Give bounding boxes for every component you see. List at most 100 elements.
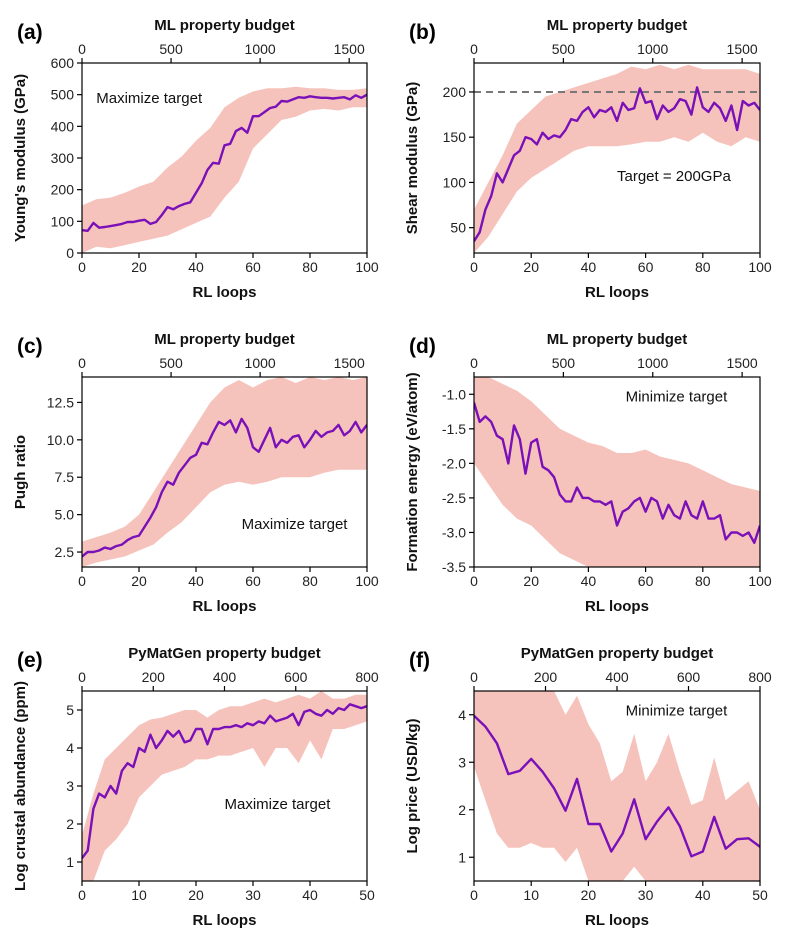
x-tick-label: 20 [523,573,539,589]
top-tick-label: 600 [677,669,701,685]
top-axis-title: ML property budget [547,331,688,348]
x-tick-label: 30 [638,887,654,903]
y-tick-label: 200 [51,182,75,198]
mean-line [82,703,367,859]
x-axis-title: RL loops [585,284,649,301]
y-tick-label: 400 [51,118,75,134]
y-tick-label: 0 [66,245,74,261]
y-tick-label: 10.0 [47,432,74,448]
confidence-band [474,377,760,567]
top-tick-label: 200 [142,669,166,685]
y-tick-label: 2 [458,802,466,818]
plot-frame [81,376,368,568]
y-tick-label: 500 [51,87,75,103]
x-tick-label: 0 [470,573,478,589]
y-tick-label: 100 [51,213,75,229]
x-tick-label: 20 [188,887,204,903]
confidence-band [82,691,367,881]
mean-line [474,714,760,858]
top-tick-label: 1500 [334,355,365,371]
top-tick-label: 500 [159,355,183,371]
top-tick-label: 400 [605,669,629,685]
x-tick-label: 0 [78,573,86,589]
x-tick-label: 40 [581,573,597,589]
x-tick-label: 30 [245,887,261,903]
x-tick-label: 0 [470,259,478,275]
top-tick-label: 500 [552,41,576,57]
top-tick-label: 0 [470,41,478,57]
y-tick-label: 4 [458,707,466,723]
y-axis-title: Young's modulus (GPa) [12,74,29,242]
top-axis-title: PyMatGen property budget [521,645,714,662]
y-axis-title: Pugh ratio [12,435,29,509]
top-tick-label: 1500 [334,41,365,57]
y-tick-label: 5.0 [55,507,75,523]
chart-panel-c: 0 20 40 60 80 1000 500 1000 15002.55.07.510.012.… [12,331,379,615]
x-tick-label: 50 [752,887,768,903]
x-tick-label: 100 [748,259,772,275]
mean-line [474,402,760,544]
mean-line [82,93,367,232]
top-tick-label: 800 [748,669,772,685]
y-tick-label: -3.5 [442,559,466,575]
top-axis-title: ML property budget [154,17,295,34]
x-tick-label: 60 [245,259,261,275]
x-axis-title: RL loops [585,598,649,615]
annotation-text: Maximize target [225,796,332,813]
panel-label: (e) [17,649,43,672]
confidence-band [474,691,760,881]
y-tick-label: -3.0 [442,524,466,540]
x-tick-label: 80 [695,259,711,275]
x-tick-label: 60 [638,259,654,275]
annotation-text: Minimize target [626,703,729,720]
x-tick-label: 40 [302,887,318,903]
x-tick-label: 40 [188,259,204,275]
y-tick-label: 5 [66,702,74,718]
top-tick-label: 1000 [245,355,276,371]
top-axis-title: PyMatGen property budget [128,645,321,662]
chart-panel-e: 0 10 20 30 40 50 0 200 400 600 800 1 2 3 4 5 RL loops PyM… [12,645,379,929]
confidence-band [82,86,367,253]
x-axis-title: RL loops [193,598,257,615]
annotation-text: Maximize target [96,90,203,107]
annotation-text: Maximize target [242,516,349,533]
panel-label: (f) [409,649,430,672]
y-tick-label: 2 [66,816,74,832]
x-tick-label: 40 [581,259,597,275]
mean-line [82,417,367,558]
y-tick-label: 3 [66,778,74,794]
top-tick-label: 0 [78,669,86,685]
y-tick-label: 50 [450,220,466,236]
x-axis-title: RL loops [585,912,649,929]
top-tick-label: 0 [470,355,478,371]
annotation-text: Minimize target [626,389,729,406]
x-tick-label: 20 [131,259,147,275]
x-tick-label: 50 [359,887,375,903]
y-tick-label: 1 [66,854,74,870]
panel-label: (c) [17,335,43,358]
x-axis-title: RL loops [193,284,257,301]
x-axis-title: RL loops [193,912,257,929]
y-tick-label: 7.5 [55,469,75,485]
top-tick-label: 0 [78,355,86,371]
plot-frame [473,62,761,254]
panel-label: (b) [409,21,436,44]
y-tick-label: 1 [458,849,466,865]
x-tick-label: 0 [470,887,478,903]
chart-panel-d: 0 20 40 60 80 1000 500 1000 1500-1.0-1.5-2.0-2.5… [404,331,772,615]
top-tick-label: 800 [355,669,379,685]
y-tick-label: 12.5 [47,394,74,410]
x-tick-label: 60 [638,573,654,589]
y-tick-label: 600 [51,55,75,71]
x-tick-label: 10 [523,887,539,903]
top-tick-label: 1500 [727,355,758,371]
confidence-band [474,64,760,253]
y-tick-label: 4 [66,740,74,756]
x-tick-label: 20 [131,573,147,589]
top-tick-label: 500 [159,41,183,57]
top-tick-label: 1000 [637,355,668,371]
y-tick-label: -1.5 [442,421,466,437]
y-axis-title: Log crustal abundance (ppm) [12,681,29,891]
